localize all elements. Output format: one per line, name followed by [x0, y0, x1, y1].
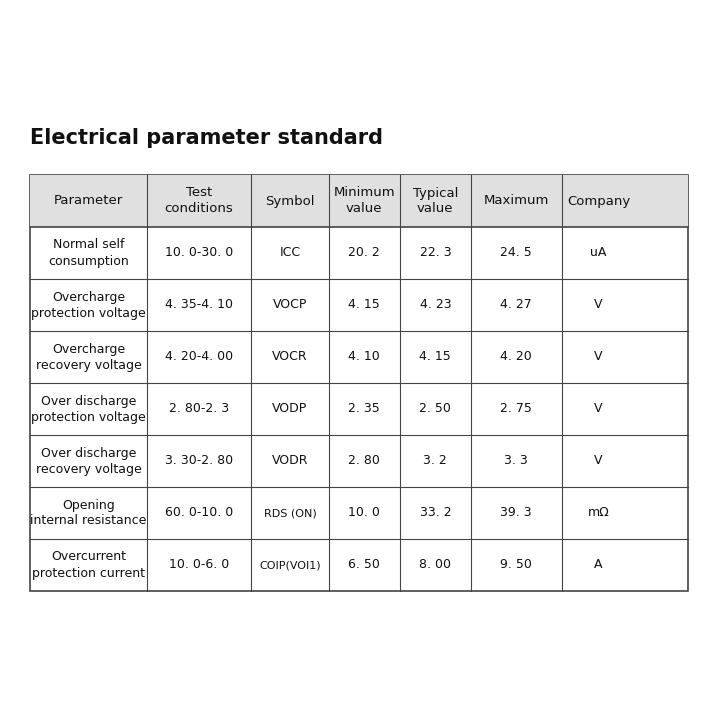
Text: VODP: VODP [272, 402, 307, 415]
Text: uA: uA [590, 246, 607, 259]
Bar [30, 175, 688, 227]
Text: Maximum: Maximum [484, 194, 549, 207]
Text: 2. 80-2. 3: 2. 80-2. 3 [169, 402, 229, 415]
Text: V: V [594, 454, 603, 467]
Text: 10. 0: 10. 0 [348, 506, 380, 520]
Text: 3. 2: 3. 2 [423, 454, 447, 467]
Text: Normal self
consumption: Normal self consumption [48, 238, 129, 268]
Text: RDS (ON): RDS (ON) [264, 508, 316, 518]
Text: 22. 3: 22. 3 [420, 246, 451, 259]
Text: Over discharge
recovery voltage: Over discharge recovery voltage [36, 446, 141, 475]
Text: 2. 75: 2. 75 [500, 402, 532, 415]
Text: 8. 00: 8. 00 [419, 559, 451, 572]
Text: 3. 30-2. 80: 3. 30-2. 80 [165, 454, 233, 467]
Text: 4. 15: 4. 15 [420, 351, 451, 364]
Text: 2. 35: 2. 35 [348, 402, 380, 415]
Text: 39. 3: 39. 3 [500, 506, 532, 520]
Text: 10. 0-30. 0: 10. 0-30. 0 [165, 246, 233, 259]
Text: 10. 0-6. 0: 10. 0-6. 0 [169, 559, 229, 572]
Text: VOCR: VOCR [272, 351, 307, 364]
Text: VODR: VODR [271, 454, 308, 467]
Text: 2. 50: 2. 50 [419, 402, 451, 415]
Text: 3. 3: 3. 3 [505, 454, 528, 467]
Text: 4. 23: 4. 23 [420, 299, 451, 312]
Text: 24. 5: 24. 5 [500, 246, 532, 259]
Text: V: V [594, 299, 603, 312]
Bar [30, 175, 688, 591]
Text: 33. 2: 33. 2 [420, 506, 451, 520]
Text: 4. 20: 4. 20 [500, 351, 532, 364]
Text: 4. 20-4. 00: 4. 20-4. 00 [165, 351, 233, 364]
Text: VOCP: VOCP [273, 299, 307, 312]
Text: V: V [594, 402, 603, 415]
Text: Overcurrent
protection current: Overcurrent protection current [32, 551, 145, 580]
Text: Symbol: Symbol [265, 194, 315, 207]
Text: 4. 27: 4. 27 [500, 299, 532, 312]
Text: 60. 0-10. 0: 60. 0-10. 0 [165, 506, 233, 520]
Text: Typical
value: Typical value [413, 186, 458, 215]
Text: A: A [594, 559, 603, 572]
Text: 6. 50: 6. 50 [348, 559, 380, 572]
Text: 4. 15: 4. 15 [348, 299, 380, 312]
Text: Company: Company [567, 194, 630, 207]
Text: 4. 10: 4. 10 [348, 351, 380, 364]
Text: 2. 80: 2. 80 [348, 454, 380, 467]
Text: 20. 2: 20. 2 [348, 246, 380, 259]
Text: Overcharge
protection voltage: Overcharge protection voltage [31, 290, 146, 320]
Text: Overcharge
recovery voltage: Overcharge recovery voltage [36, 343, 141, 372]
Text: Opening
internal resistance: Opening internal resistance [30, 498, 147, 528]
Text: Over discharge
protection voltage: Over discharge protection voltage [31, 395, 146, 423]
Text: Test
conditions: Test conditions [165, 186, 233, 215]
Text: 9. 50: 9. 50 [500, 559, 532, 572]
Text: Parameter: Parameter [54, 194, 123, 207]
Text: 4. 35-4. 10: 4. 35-4. 10 [165, 299, 233, 312]
Text: ICC: ICC [279, 246, 300, 259]
Text: Minimum
value: Minimum value [333, 186, 395, 215]
Text: Electrical parameter standard: Electrical parameter standard [30, 128, 383, 148]
Text: COIP(VOI1): COIP(VOI1) [259, 560, 320, 570]
Text: V: V [594, 351, 603, 364]
Text: mΩ: mΩ [588, 506, 609, 520]
